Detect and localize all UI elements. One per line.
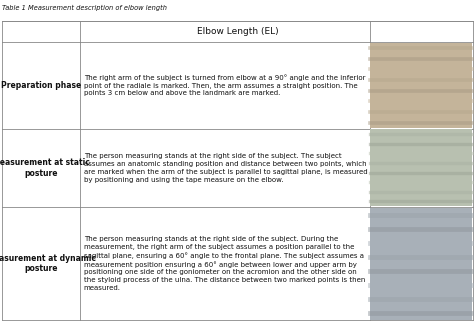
Text: The person measuring stands at the right side of the subject. During the
measure: The person measuring stands at the right…	[84, 236, 365, 291]
Bar	[2, 42, 473, 129]
Bar	[2, 129, 473, 207]
Bar	[2, 207, 473, 320]
Text: Table 1 Measurement description of elbow length: Table 1 Measurement description of elbow…	[2, 5, 167, 11]
Text: Preparation phase: Preparation phase	[1, 81, 82, 90]
Text: Elbow Length (EL): Elbow Length (EL)	[197, 27, 279, 36]
Bar	[371, 129, 472, 206]
Text: The right arm of the subject is turned from elbow at a 90° angle and the inferio: The right arm of the subject is turned f…	[84, 74, 365, 97]
Bar	[2, 21, 473, 42]
Bar	[371, 43, 472, 128]
Bar	[371, 208, 472, 320]
Text: The person measuring stands at the right side of the subject. The subject
assume: The person measuring stands at the right…	[84, 153, 367, 183]
Text: Measurement at dynamic
posture: Measurement at dynamic posture	[0, 254, 96, 273]
Text: Measurement at static
posture: Measurement at static posture	[0, 158, 90, 177]
